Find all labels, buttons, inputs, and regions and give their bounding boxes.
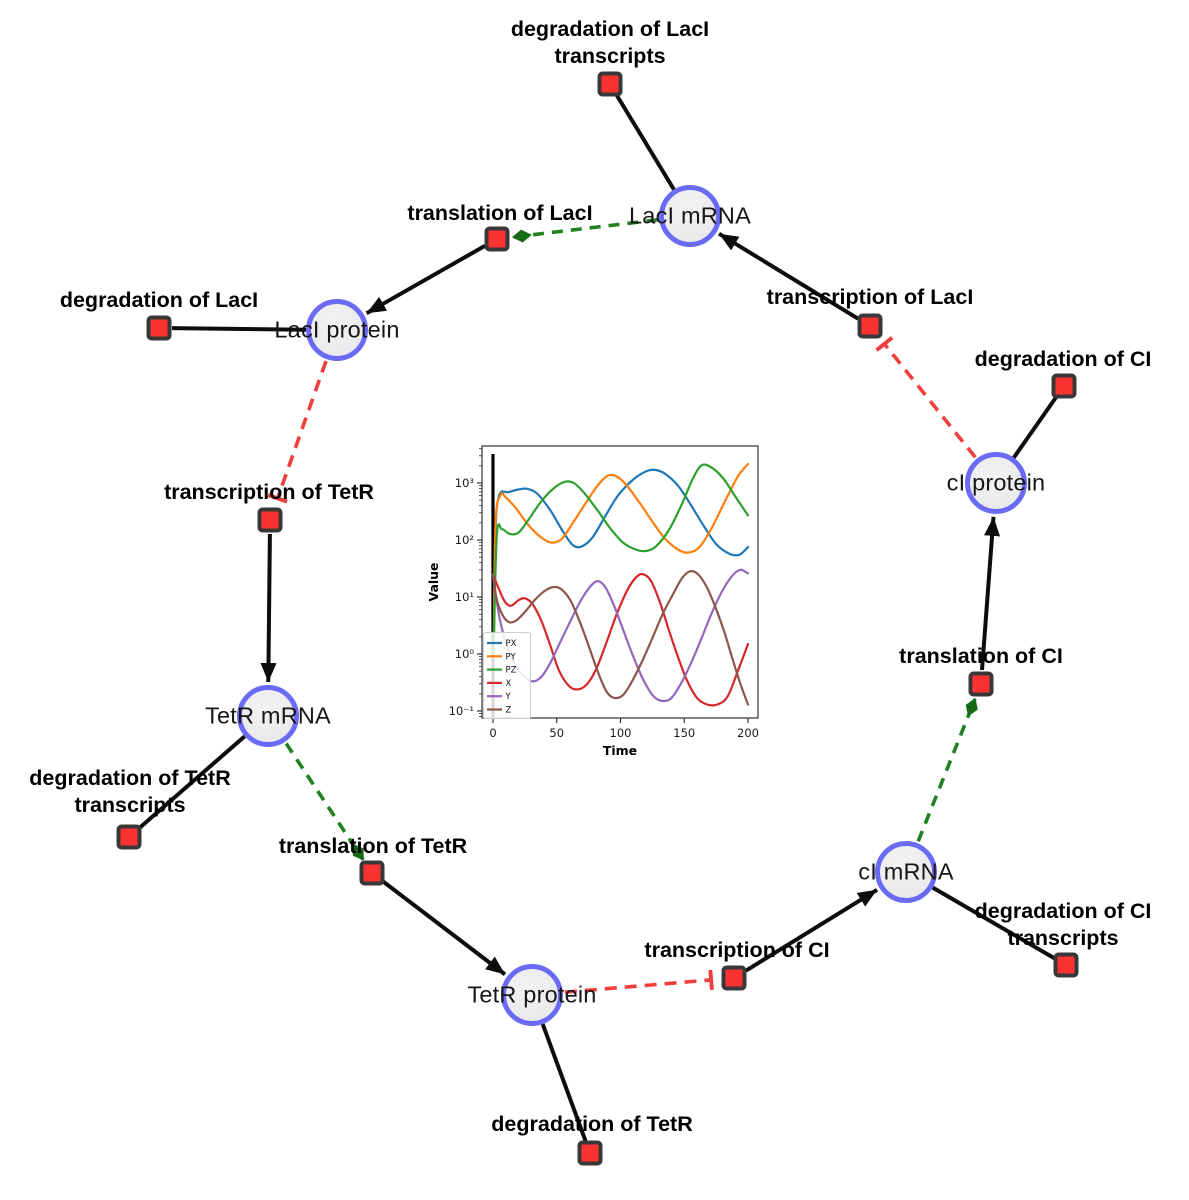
x-tick-label: 50 [549, 726, 564, 740]
edge-inhibition-laci_protein-tx_tetr [267, 360, 328, 504]
chart-series-PY [492, 463, 750, 656]
y-tick-label: 10⁻¹ [449, 704, 474, 718]
species-node-tetr-protein[interactable] [501, 964, 563, 1026]
legend-label-PX: PX [506, 639, 517, 649]
reaction-node-deg-ci[interactable] [1051, 373, 1077, 399]
species-label-laci-protein: LacI protein [274, 316, 400, 343]
reaction-node-deg-tetr[interactable] [577, 1140, 603, 1166]
edge-product-tx_ci-ci_mrna [744, 888, 879, 973]
edge-modifier-tetr_mrna-transl_tetr [284, 742, 365, 861]
reaction-label-deg-laci: degradation of LacI [59, 288, 259, 312]
species-node-laci-protein[interactable] [306, 299, 368, 361]
legend-label-X: X [506, 679, 512, 689]
y-tick-label: 10¹ [455, 590, 474, 604]
chart-series-Z [491, 569, 750, 706]
edge-product-tx_tetr-tetr_mrna [260, 533, 277, 683]
species-label-ci-mrna: cI mRNA [858, 858, 954, 885]
edge-modifier-laci_mrna-transl_laci [511, 218, 658, 243]
species-label-tetr-protein: TetR protein [467, 981, 597, 1008]
reaction-label-transl-laci: translation of LacI [407, 201, 593, 225]
chart-series-X [491, 572, 750, 707]
species-label-tetr-mrna: TetR mRNA [205, 702, 331, 729]
reaction-label-transl-tetr: translation of TetR [278, 834, 468, 858]
reaction-label-tx-laci: transcription of LacI [766, 285, 974, 309]
legend-label-Z: Z [506, 706, 512, 716]
reaction-node-deg-tetr-tx[interactable] [116, 824, 142, 850]
edge-product-tx_laci-laci_mrna [717, 231, 860, 321]
edge-product-transl_laci-laci_protein [365, 244, 486, 315]
edge-reactant-laci_protein-deg_laci [171, 326, 307, 332]
reaction-node-transl-ci[interactable] [968, 671, 994, 697]
y-tick-label: 10³ [455, 476, 475, 490]
x-tick-label: 200 [737, 726, 759, 740]
reaction-node-deg-laci-tx[interactable] [597, 71, 623, 97]
chart-legend: PX PY PZ XYZ [483, 632, 531, 719]
edge-product-transl_tetr-tetr_protein [381, 879, 507, 976]
edges-group [137, 94, 1059, 1142]
edge-reactant-ci_mrna-deg_ci_tx [931, 885, 1056, 961]
x-tick-label: 0 [489, 726, 496, 740]
edge-reactant-ci_protein-deg_ci [1012, 395, 1059, 459]
edge-inhibition-tetr_protein-tx_ci [564, 969, 714, 994]
legend-label-PY: PY [506, 652, 517, 662]
species-node-laci-mrna[interactable] [659, 185, 721, 247]
reaction-node-transl-laci[interactable] [484, 226, 510, 252]
species-node-tetr-mrna[interactable] [237, 685, 299, 747]
reaction-node-deg-laci[interactable] [146, 315, 172, 341]
reaction-node-tx-ci[interactable] [721, 965, 747, 991]
edge-modifier-ci_mrna-transl_ci [916, 697, 978, 842]
species-label-ci-protein: cI protein [946, 469, 1046, 496]
chart-x-axis-label: Time [603, 743, 637, 758]
reaction-label-deg-ci: degradation of CI [974, 347, 1152, 371]
y-tick-label: 10⁰ [455, 647, 475, 661]
reaction-node-transl-tetr[interactable] [359, 860, 385, 886]
edge-inhibition-ci_protein-tx_laci [875, 336, 977, 459]
edge-reactant-tetr_protein-deg_tetr [540, 1023, 588, 1142]
chart-series-PZ [492, 463, 750, 656]
chart-y-axis-label: Value [426, 562, 441, 601]
edge-reactant-laci_mrna-deg_laci_tx [614, 94, 676, 191]
species-label-laci-mrna: LacI mRNA [629, 202, 751, 229]
reaction-label-deg-tetr-tx: degradation of TetR transcripts [29, 766, 231, 817]
reaction-label-deg-laci-tx: degradation of LacI transcripts [510, 17, 710, 68]
edge-reactant-tetr_mrna-deg_tetr_tx [137, 734, 246, 831]
x-tick-label: 100 [610, 726, 632, 740]
chart-ticks: 10³ 10² 10¹ 10⁰ 10⁻¹ 0 50 100 150 200 [449, 448, 759, 740]
x-tick-label: 150 [673, 726, 695, 740]
reaction-label-deg-tetr: degradation of TetR [491, 1112, 693, 1136]
legend-label-Y: Y [505, 692, 512, 702]
reaction-label-transl-ci: translation of CI [899, 644, 1063, 668]
reaction-node-tx-tetr[interactable] [257, 507, 283, 533]
reaction-node-tx-laci[interactable] [857, 313, 883, 339]
reaction-label-tx-ci: transcription of CI [644, 938, 830, 962]
chart-series-group [491, 463, 750, 707]
legend-label-PZ: PZ [506, 666, 517, 676]
edge-product-transl_ci-ci_protein [980, 516, 1001, 671]
reaction-label-deg-ci-tx: degradation of CI transcripts [974, 899, 1152, 950]
y-tick-label: 10² [455, 533, 474, 547]
species-node-ci-protein[interactable] [965, 452, 1027, 514]
reaction-node-deg-ci-tx[interactable] [1053, 952, 1079, 978]
species-node-ci-mrna[interactable] [875, 841, 937, 903]
